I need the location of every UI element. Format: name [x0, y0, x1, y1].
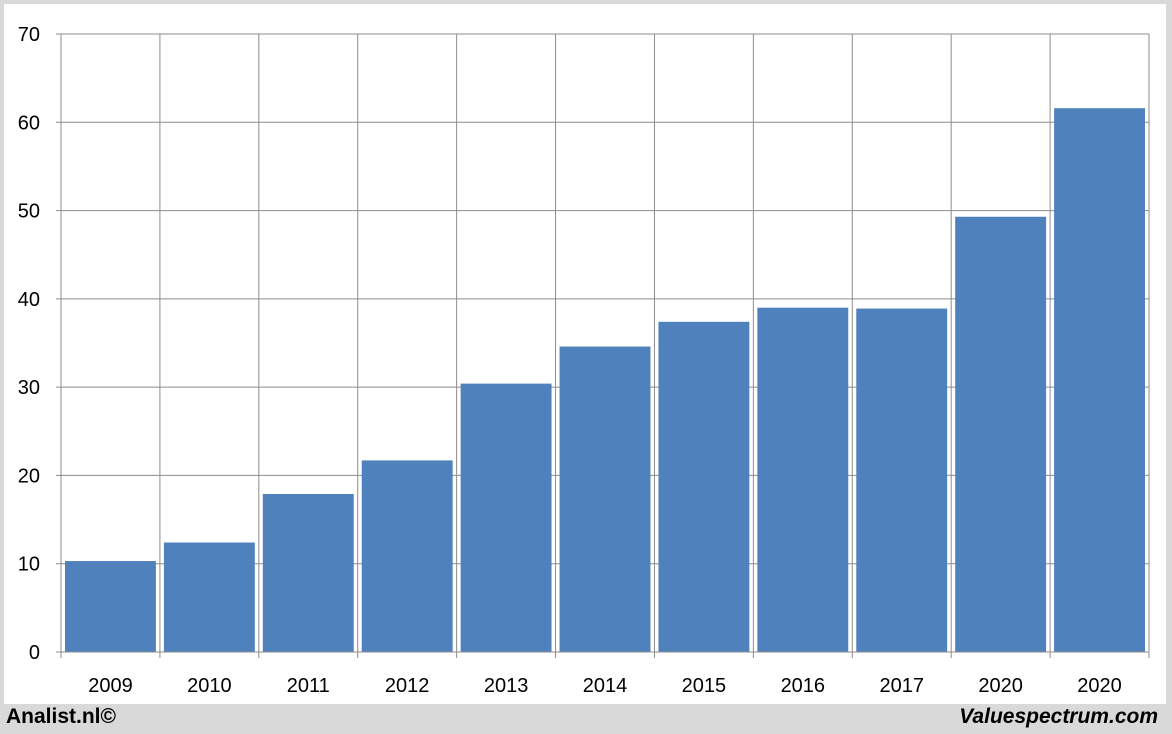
y-tick-label: 60 — [18, 112, 40, 134]
x-tick-label: 2014 — [583, 675, 628, 697]
y-tick-label: 50 — [18, 201, 40, 223]
footer-source-right: Valuespectrum.com — [959, 705, 1158, 728]
y-tick-label: 40 — [18, 289, 40, 311]
y-tick-label: 70 — [18, 24, 40, 46]
bar — [361, 460, 453, 652]
x-tick-label: 2012 — [385, 675, 430, 697]
bar — [955, 216, 1047, 652]
y-tick-label: 30 — [18, 377, 40, 399]
bar — [262, 493, 354, 652]
y-tick-label: 10 — [18, 554, 40, 576]
bar — [460, 383, 552, 652]
x-tick-label: 2015 — [682, 675, 727, 697]
x-tick-label: 2020 — [1077, 675, 1122, 697]
bar — [559, 346, 651, 652]
footer-source-left: Analist.nl© — [6, 705, 116, 728]
x-tick-label: 2013 — [484, 675, 529, 697]
y-tick-label: 20 — [18, 465, 40, 487]
x-tick-label: 2020 — [978, 675, 1023, 697]
axes — [56, 33, 1150, 658]
x-tick-label: 2010 — [187, 675, 232, 697]
bar — [163, 542, 255, 652]
x-tick-label: 2011 — [287, 675, 330, 697]
bar — [757, 307, 849, 652]
bars — [65, 108, 1145, 652]
bar — [658, 321, 750, 652]
x-tick-label: 2009 — [88, 675, 133, 697]
x-tick-label: 2016 — [781, 675, 826, 697]
bar — [65, 561, 156, 652]
tick-labels: 0 10 20 30 40 50 60 70 2009 2010 2011 2012 2013 2014 2… — [18, 24, 1122, 697]
x-tick-label: 2017 — [879, 675, 924, 697]
bar — [856, 308, 948, 652]
y-tick-label: 0 — [29, 642, 40, 664]
bar — [1054, 108, 1145, 652]
